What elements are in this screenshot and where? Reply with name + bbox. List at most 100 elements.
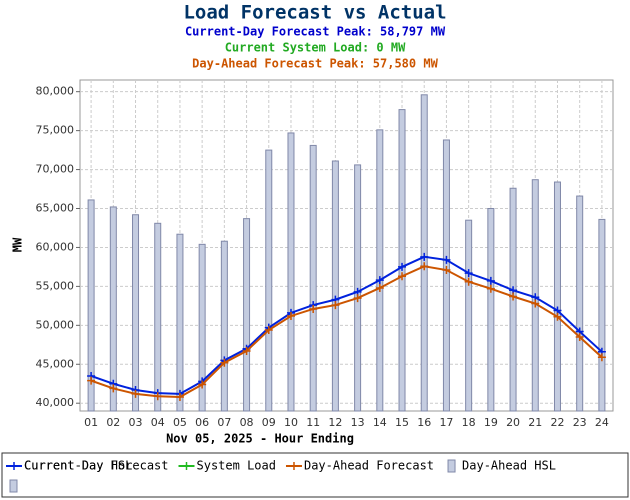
legend-swatch bbox=[9, 479, 18, 493]
marker bbox=[109, 384, 118, 393]
bar bbox=[376, 129, 384, 412]
y-axis-label: MW bbox=[11, 237, 25, 252]
x-tick-label: 09 bbox=[262, 416, 276, 429]
bar bbox=[598, 218, 606, 412]
x-tick-label: 22 bbox=[550, 416, 564, 429]
marker bbox=[220, 358, 229, 367]
bar bbox=[132, 214, 140, 412]
x-tick-label: 05 bbox=[173, 416, 187, 429]
legend-label: Day-Ahead Forecast bbox=[304, 459, 434, 473]
marker bbox=[131, 389, 140, 398]
y-tick-label: 55,000 bbox=[36, 279, 75, 292]
marker bbox=[442, 266, 451, 275]
marker bbox=[420, 252, 429, 261]
legend-label: System Load bbox=[197, 459, 276, 473]
bar bbox=[331, 160, 339, 412]
y-tick-label: 75,000 bbox=[36, 124, 75, 137]
marker bbox=[331, 301, 340, 310]
y-tick-label: 70,000 bbox=[36, 163, 75, 176]
bar bbox=[576, 195, 584, 412]
x-tick-label: 16 bbox=[417, 416, 431, 429]
marker bbox=[175, 392, 184, 401]
marker bbox=[486, 284, 495, 293]
x-tick-label: 04 bbox=[151, 416, 165, 429]
x-tick-label: 03 bbox=[129, 416, 143, 429]
marker bbox=[309, 304, 318, 313]
legend-swatch-marker bbox=[182, 462, 191, 470]
marker bbox=[531, 299, 540, 308]
y-tick-label: 60,000 bbox=[36, 240, 75, 253]
y-tick-label: 65,000 bbox=[36, 202, 75, 215]
x-tick-label: 08 bbox=[240, 416, 254, 429]
x-tick-label: 20 bbox=[506, 416, 520, 429]
legend-swatch-marker bbox=[289, 462, 298, 470]
y-tick-label: 40,000 bbox=[36, 396, 75, 409]
x-tick-label: 11 bbox=[306, 416, 320, 429]
subtitle: Current System Load: 0 MW bbox=[225, 41, 406, 55]
marker bbox=[264, 326, 273, 335]
bar bbox=[309, 144, 317, 412]
x-tick-label: 12 bbox=[328, 416, 342, 429]
legend-label: Day-Ahead HSL bbox=[462, 459, 556, 473]
marker bbox=[242, 347, 251, 356]
legend-swatch bbox=[447, 459, 456, 473]
marker bbox=[398, 272, 407, 281]
x-tick-label: 02 bbox=[106, 416, 120, 429]
x-tick-label: 14 bbox=[373, 416, 387, 429]
x-tick-label: 10 bbox=[284, 416, 298, 429]
marker bbox=[553, 312, 562, 321]
bar bbox=[198, 243, 206, 412]
legend-label: Current-Day HSL bbox=[24, 459, 132, 473]
marker bbox=[398, 262, 407, 271]
x-tick-label: 06 bbox=[195, 416, 209, 429]
marker bbox=[486, 276, 495, 285]
marker bbox=[597, 353, 606, 362]
bar bbox=[553, 181, 561, 412]
y-tick-label: 50,000 bbox=[36, 318, 75, 331]
marker bbox=[509, 292, 518, 301]
legend bbox=[1, 452, 629, 498]
bar bbox=[442, 139, 450, 412]
marker bbox=[375, 276, 384, 285]
bar bbox=[265, 149, 273, 412]
bar bbox=[176, 233, 184, 412]
x-tick-label: 07 bbox=[217, 416, 231, 429]
bar bbox=[487, 208, 495, 412]
marker bbox=[442, 255, 451, 264]
bar bbox=[154, 222, 162, 412]
chart-title: Load Forecast vs Actual bbox=[183, 2, 446, 24]
plot-area bbox=[79, 79, 614, 412]
bar bbox=[465, 219, 473, 412]
x-tick-label: 24 bbox=[595, 416, 609, 429]
bar bbox=[109, 206, 117, 412]
marker bbox=[375, 283, 384, 292]
marker bbox=[286, 311, 295, 320]
legend-label: Current-Day Forecast bbox=[24, 459, 169, 473]
bar bbox=[398, 109, 406, 412]
bar bbox=[243, 218, 251, 412]
x-tick-label: 19 bbox=[484, 416, 498, 429]
y-tick-label: 80,000 bbox=[36, 85, 75, 98]
x-tick-label: 15 bbox=[395, 416, 409, 429]
bar bbox=[287, 132, 295, 412]
x-tick-label: 21 bbox=[528, 416, 542, 429]
marker bbox=[420, 262, 429, 271]
bar bbox=[87, 199, 95, 412]
marker bbox=[198, 380, 207, 389]
x-tick-label: 17 bbox=[439, 416, 453, 429]
x-tick-label: 13 bbox=[351, 416, 365, 429]
subtitle: Current-Day Forecast Peak: 58,797 MW bbox=[185, 25, 446, 39]
x-tick-label: 01 bbox=[84, 416, 98, 429]
y-tick-label: 45,000 bbox=[36, 357, 75, 370]
legend-swatch-marker bbox=[10, 462, 18, 470]
marker bbox=[153, 392, 162, 401]
marker bbox=[353, 294, 362, 303]
x-axis-label: Nov 05, 2025 - Hour Ending bbox=[166, 432, 354, 446]
marker bbox=[464, 277, 473, 286]
x-tick-label: 23 bbox=[573, 416, 587, 429]
marker bbox=[87, 376, 96, 385]
x-tick-label: 18 bbox=[462, 416, 476, 429]
subtitle: Day-Ahead Forecast Peak: 57,580 MW bbox=[192, 57, 438, 71]
marker bbox=[575, 333, 584, 342]
